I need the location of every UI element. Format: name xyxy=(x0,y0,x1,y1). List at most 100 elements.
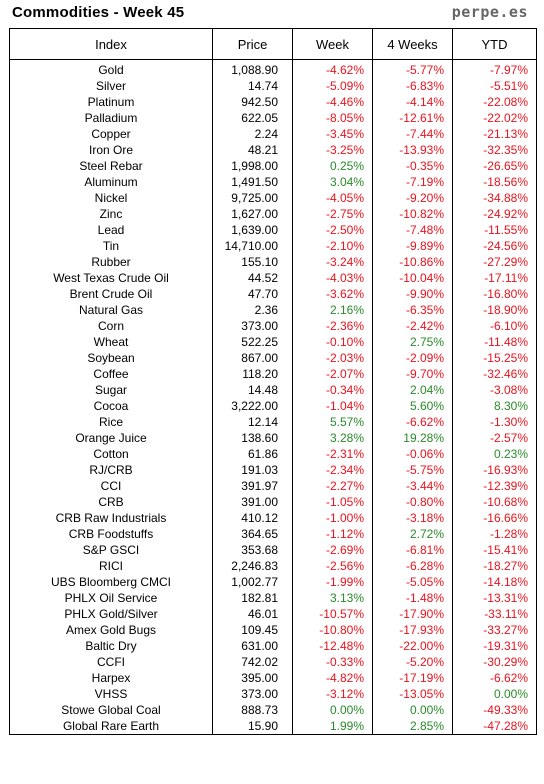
cell-week: -1.05% xyxy=(292,494,373,510)
cell-index: Palladium xyxy=(9,110,213,126)
cell-week: -3.62% xyxy=(292,286,373,302)
cell-ytd: -2.57% xyxy=(452,430,537,446)
cell-week: -8.05% xyxy=(292,110,373,126)
cell-price: 138.60 xyxy=(212,430,293,446)
cell-index: Baltic Dry xyxy=(9,638,213,654)
cell-ytd: -3.08% xyxy=(452,382,537,398)
cell-price: 155.10 xyxy=(212,254,293,270)
cell-week: -0.34% xyxy=(292,382,373,398)
cell-ytd: -49.33% xyxy=(452,702,537,718)
cell-price: 942.50 xyxy=(212,94,293,110)
cell-ytd: -22.08% xyxy=(452,94,537,110)
cell-price: 1,639.00 xyxy=(212,222,293,238)
cell-week: -1.04% xyxy=(292,398,373,414)
table-row: CRB Raw Industrials 410.12 -1.00% -3.18% -16… xyxy=(9,510,537,526)
cell-ytd: -18.27% xyxy=(452,558,537,574)
cell-index: Natural Gas xyxy=(9,302,213,318)
cell-price: 373.00 xyxy=(212,686,293,702)
cell-week: -2.07% xyxy=(292,366,373,382)
cell-week: -2.34% xyxy=(292,462,373,478)
cell-week: -2.31% xyxy=(292,446,373,462)
cell-week: 0.00% xyxy=(292,702,373,718)
column-header-ytd: YTD xyxy=(452,28,537,60)
cell-ytd: -21.13% xyxy=(452,126,537,142)
cell-ytd: -6.10% xyxy=(452,318,537,334)
cell-ytd: 8.30% xyxy=(452,398,537,414)
cell-week: -5.09% xyxy=(292,78,373,94)
cell-index: West Texas Crude Oil xyxy=(9,270,213,286)
table-row: Silver 14.74 -5.09% -6.83% -5.51% xyxy=(9,78,537,94)
cell-ytd: -6.62% xyxy=(452,670,537,686)
cell-4-weeks: -6.81% xyxy=(372,542,453,558)
cell-price: 353.68 xyxy=(212,542,293,558)
cell-4-weeks: -10.04% xyxy=(372,270,453,286)
column-header-index: Index xyxy=(9,28,213,60)
table-row: Orange Juice 138.60 3.28% 19.28% -2.57% xyxy=(9,430,537,446)
table-row: Soybean 867.00 -2.03% -2.09% -15.25% xyxy=(9,350,537,366)
cell-index: PHLX Oil Service xyxy=(9,590,213,606)
table-row: Natural Gas 2.36 2.16% -6.35% -18.90% xyxy=(9,302,537,318)
table-row: CCFI 742.02 -0.33% -5.20% -30.29% xyxy=(9,654,537,670)
table-row: Iron Ore 48.21 -3.25% -13.93% -32.35% xyxy=(9,142,537,158)
cell-week: -2.50% xyxy=(292,222,373,238)
cell-price: 47.70 xyxy=(212,286,293,302)
table-row: Aluminum 1,491.50 3.04% -7.19% -18.56% xyxy=(9,174,537,190)
table-row: Platinum 942.50 -4.46% -4.14% -22.08% xyxy=(9,94,537,110)
cell-ytd: -1.30% xyxy=(452,414,537,430)
cell-index: Iron Ore xyxy=(9,142,213,158)
table-row: PHLX Oil Service 182.81 3.13% -1.48% -13.31% xyxy=(9,590,537,606)
cell-index: Rubber xyxy=(9,254,213,270)
cell-4-weeks: -0.80% xyxy=(372,494,453,510)
cell-week: -0.33% xyxy=(292,654,373,670)
commodities-table: Index Price Week 4 Weeks YTD Gold 1,088.9… xyxy=(9,28,537,735)
cell-price: 191.03 xyxy=(212,462,293,478)
table-row: Stowe Global Coal 888.73 0.00% 0.00% -49.33% xyxy=(9,702,537,718)
cell-week: -2.75% xyxy=(292,206,373,222)
cell-index: CRB Foodstuffs xyxy=(9,526,213,542)
cell-index: CRB Raw Industrials xyxy=(9,510,213,526)
cell-index: Platinum xyxy=(9,94,213,110)
table-row: Brent Crude Oil 47.70 -3.62% -9.90% -16.80% xyxy=(9,286,537,302)
cell-4-weeks: -9.20% xyxy=(372,190,453,206)
cell-week: -3.45% xyxy=(292,126,373,142)
cell-week: 3.28% xyxy=(292,430,373,446)
cell-price: 44.52 xyxy=(212,270,293,286)
cell-index: UBS Bloomberg CMCI xyxy=(9,574,213,590)
cell-index: Harpex xyxy=(9,670,213,686)
cell-ytd: -18.56% xyxy=(452,174,537,190)
cell-week: 5.57% xyxy=(292,414,373,430)
cell-index: Corn xyxy=(9,318,213,334)
cell-4-weeks: -0.35% xyxy=(372,158,453,174)
cell-index: Copper xyxy=(9,126,213,142)
cell-index: Rice xyxy=(9,414,213,430)
cell-ytd: -17.11% xyxy=(452,270,537,286)
cell-index: VHSS xyxy=(9,686,213,702)
column-header-week: Week xyxy=(292,28,373,60)
cell-ytd: -13.31% xyxy=(452,590,537,606)
cell-4-weeks: -6.83% xyxy=(372,78,453,94)
cell-price: 888.73 xyxy=(212,702,293,718)
cell-index: Sugar xyxy=(9,382,213,398)
report-header: Commodities - Week 45 perpe.es xyxy=(0,0,544,27)
cell-price: 522.25 xyxy=(212,334,293,350)
cell-ytd: -11.55% xyxy=(452,222,537,238)
table-row: Palladium 622.05 -8.05% -12.61% -22.02% xyxy=(9,110,537,126)
cell-4-weeks: -5.05% xyxy=(372,574,453,590)
cell-price: 2.24 xyxy=(212,126,293,142)
cell-price: 742.02 xyxy=(212,654,293,670)
column-header-4-weeks: 4 Weeks xyxy=(372,28,453,60)
cell-index: PHLX Gold/Silver xyxy=(9,606,213,622)
cell-week: -4.03% xyxy=(292,270,373,286)
cell-price: 1,627.00 xyxy=(212,206,293,222)
cell-4-weeks: 2.85% xyxy=(372,718,453,735)
table-row: Tin 14,710.00 -2.10% -9.89% -24.56% xyxy=(9,238,537,254)
cell-ytd: -24.56% xyxy=(452,238,537,254)
cell-4-weeks: 2.72% xyxy=(372,526,453,542)
cell-ytd: -16.66% xyxy=(452,510,537,526)
cell-index: S&P GSCI xyxy=(9,542,213,558)
cell-price: 118.20 xyxy=(212,366,293,382)
cell-index: Soybean xyxy=(9,350,213,366)
cell-index: RJ/CRB xyxy=(9,462,213,478)
cell-price: 395.00 xyxy=(212,670,293,686)
cell-ytd: -7.97% xyxy=(452,59,537,78)
